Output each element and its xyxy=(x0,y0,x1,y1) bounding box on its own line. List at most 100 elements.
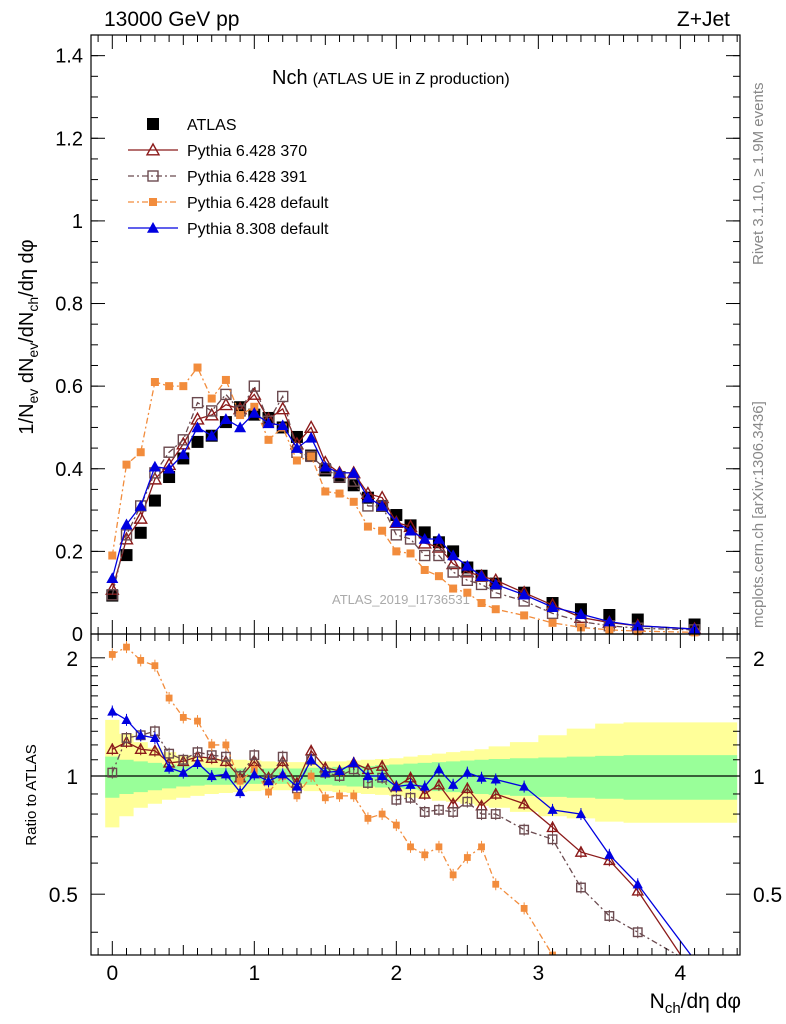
data-point xyxy=(120,529,133,541)
x-tick-label: 3 xyxy=(532,962,544,985)
main-y-axis-label: 1/Nev dNev/dNch/dη dφ xyxy=(16,239,41,434)
ratio-series-layer xyxy=(106,641,696,955)
data-point xyxy=(264,435,273,444)
data-point xyxy=(378,526,387,535)
x-tick-label: 1 xyxy=(248,962,260,985)
y-tick-label: 1.2 xyxy=(55,128,83,150)
data-point xyxy=(207,394,216,403)
y-tick-label: 0.6 xyxy=(55,376,83,398)
data-point xyxy=(434,572,443,581)
y-tick-label: 1.4 xyxy=(55,46,83,68)
data-point xyxy=(178,754,189,765)
main-axes: 0 0.2 0.4 0.6 0.8 1 1.2 1.4 xyxy=(55,35,740,646)
series-line xyxy=(111,710,692,955)
data-point xyxy=(218,397,234,411)
data-point xyxy=(222,741,230,749)
data-point xyxy=(333,466,346,478)
data-point xyxy=(177,448,190,460)
data-point xyxy=(449,871,457,879)
data-point xyxy=(461,781,474,794)
legend-marker xyxy=(147,118,159,130)
data-point xyxy=(421,851,429,859)
data-point xyxy=(377,770,388,781)
data-point xyxy=(490,774,501,784)
data-point xyxy=(307,452,316,461)
data-point xyxy=(547,834,558,845)
data-point xyxy=(604,849,615,859)
data-point xyxy=(164,762,175,772)
ratio-axes: 0.5 0.5 1 1 2 2 0 1 2 3 4 xyxy=(49,634,782,985)
data-point xyxy=(335,489,344,498)
data-point xyxy=(418,526,431,539)
data-point xyxy=(220,388,232,401)
data-point xyxy=(305,431,318,443)
data-point xyxy=(234,421,247,433)
data-point xyxy=(431,539,447,553)
data-point xyxy=(219,413,232,424)
data-point xyxy=(293,792,301,800)
data-point xyxy=(603,615,616,627)
rivet-label: Rivet 3.1.10, ≥ 1.9M events xyxy=(750,83,767,266)
y-tick-label: 0.8 xyxy=(55,294,83,316)
data-point xyxy=(206,750,217,761)
data-point xyxy=(491,605,500,614)
data-point xyxy=(433,549,445,562)
data-point xyxy=(575,882,586,893)
data-point xyxy=(433,764,445,774)
data-point xyxy=(106,589,119,602)
data-point xyxy=(136,448,145,457)
data-point xyxy=(546,820,559,833)
series-line xyxy=(111,730,679,955)
data-point xyxy=(163,471,176,484)
data-point xyxy=(447,566,459,578)
watermark-label: ATLAS_2019_I1736531 xyxy=(332,592,470,607)
data-point xyxy=(519,824,530,835)
x-tick-label: 2 xyxy=(390,962,402,985)
legend-entry: Pythia 8.308 default xyxy=(128,221,329,238)
legend-marker xyxy=(147,170,159,182)
data-point xyxy=(449,584,458,593)
data-point xyxy=(350,792,358,800)
data-point xyxy=(191,396,204,409)
data-point xyxy=(235,786,246,797)
data-point xyxy=(277,751,288,762)
data-point xyxy=(194,717,201,725)
data-point xyxy=(192,757,203,767)
data-point xyxy=(191,435,204,448)
data-point xyxy=(262,417,275,429)
data-point xyxy=(106,742,119,755)
data-point xyxy=(476,772,487,782)
data-point xyxy=(435,843,443,851)
data-point xyxy=(418,532,431,544)
data-point xyxy=(575,808,587,819)
main-series-layer xyxy=(105,363,702,637)
series-line xyxy=(112,646,554,955)
data-point xyxy=(419,806,430,817)
data-point xyxy=(447,549,460,561)
data-point xyxy=(477,599,486,608)
data-point xyxy=(163,462,176,474)
legend-label: Pythia 6.428 default xyxy=(187,195,329,212)
data-point xyxy=(376,499,389,511)
data-point xyxy=(347,466,360,478)
data-point xyxy=(463,588,472,597)
data-point xyxy=(574,608,587,619)
data-point xyxy=(236,777,244,785)
data-point xyxy=(220,751,231,762)
data-point xyxy=(134,742,147,755)
data-point xyxy=(489,787,503,799)
data-point xyxy=(334,765,345,776)
data-point xyxy=(420,565,429,574)
data-point xyxy=(517,797,531,809)
data-point xyxy=(489,578,502,590)
data-point xyxy=(632,927,643,938)
data-point xyxy=(461,559,474,571)
legend-entry: ATLAS xyxy=(147,117,237,134)
data-point xyxy=(206,405,218,417)
data-point xyxy=(348,757,359,767)
data-point xyxy=(391,794,402,805)
data-point xyxy=(305,450,317,463)
data-point xyxy=(433,804,444,815)
data-point xyxy=(391,781,402,791)
